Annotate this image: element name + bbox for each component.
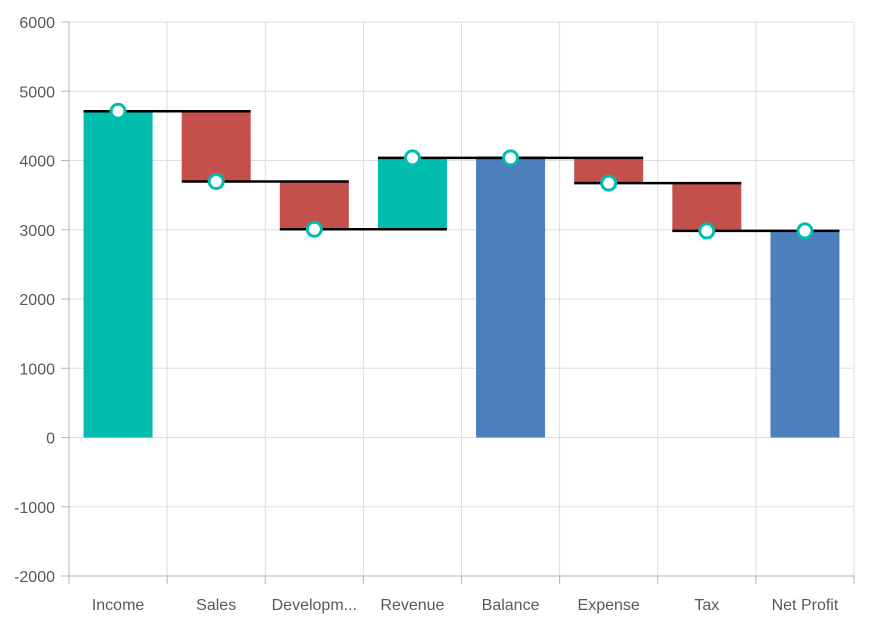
- x-tick-label: Balance: [482, 597, 540, 614]
- marker-layer: [109, 102, 814, 240]
- data-point-marker: [796, 222, 814, 240]
- data-point-marker: [207, 173, 225, 191]
- y-tick-label: 6000: [19, 15, 55, 32]
- data-point-marker: [698, 222, 716, 240]
- y-tick-label: -2000: [14, 569, 55, 586]
- bar-decrease: [181, 111, 251, 182]
- y-tick-label: 1000: [19, 361, 55, 378]
- y-tick-label: 5000: [19, 84, 55, 101]
- bar-layer: [83, 111, 840, 438]
- axis-layer: [61, 21, 855, 584]
- y-tick-label: -1000: [14, 500, 55, 517]
- data-point-marker: [305, 220, 323, 238]
- x-tick-label: Tax: [694, 597, 719, 614]
- label-layer: -2000 -1000 0 1000 2000 3000 4000 5000 6000 Incom…: [14, 15, 839, 614]
- bar-total: [476, 157, 546, 438]
- x-tick-label: Income: [92, 597, 145, 614]
- x-tick-label: Expense: [578, 597, 640, 614]
- data-point-marker: [502, 149, 520, 167]
- bar-increase: [377, 157, 447, 230]
- x-tick-label: Revenue: [380, 597, 444, 614]
- y-tick-label: 2000: [19, 292, 55, 309]
- data-point-marker: [109, 102, 127, 120]
- data-point-marker: [600, 174, 618, 192]
- data-point-marker: [403, 149, 421, 167]
- y-tick-label: 4000: [19, 154, 55, 171]
- y-tick-label: 3000: [19, 223, 55, 240]
- x-tick-label: Sales: [196, 597, 236, 614]
- x-tick-label: Net Profit: [772, 597, 839, 614]
- x-tick-label: Developm...: [272, 597, 357, 614]
- bar-total: [770, 230, 840, 438]
- grid-layer: [68, 21, 855, 577]
- y-tick-label: 0: [46, 431, 55, 448]
- bar-increase: [83, 111, 153, 438]
